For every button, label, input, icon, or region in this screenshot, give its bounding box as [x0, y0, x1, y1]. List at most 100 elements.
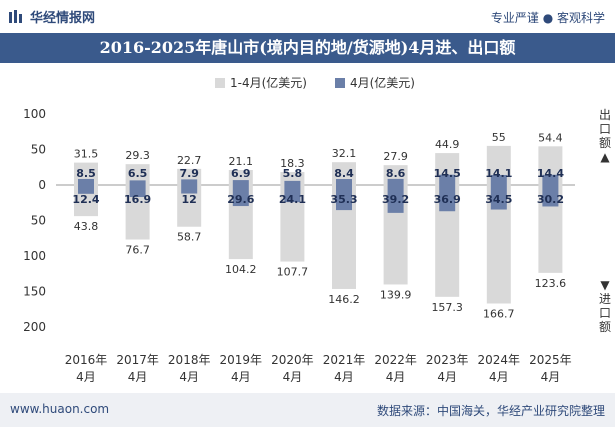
data-label-cumulative-import: 139.9 — [380, 288, 412, 301]
brand-name: 华经情报网 — [30, 11, 96, 26]
y-tick-label: 0 — [38, 178, 46, 192]
chart-legend: 1-4月(亿美元) 4月(亿美元) — [215, 74, 415, 91]
top-bar: 华经情报网 专业严谨 ● 客观科学 — [0, 0, 615, 33]
bar-monthly-import — [387, 185, 404, 213]
bar-monthly-import — [490, 185, 507, 210]
x-tick-label-year: 2020年 — [271, 353, 314, 367]
legend-item-cumulative: 1-4月(亿美元) — [215, 74, 307, 91]
chart-title: 2016-2025年唐山市(境内目的地/货源地)4月进、出口额 — [99, 38, 516, 57]
x-tick-label-month: 4月 — [231, 370, 251, 384]
y-tick-label: 50 — [31, 214, 46, 228]
data-label-monthly-export: 14.1 — [485, 167, 512, 180]
x-tick-label-year: 2024年 — [478, 353, 521, 367]
legend-swatch-cumulative — [215, 77, 225, 88]
brand[interactable]: 华经情报网 — [8, 7, 95, 26]
data-label-cumulative-export: 54.4 — [538, 131, 563, 144]
x-tick-label-month: 4月 — [128, 370, 148, 384]
export-side-label: 出口额▲ — [598, 108, 611, 164]
bar-monthly-import — [78, 185, 94, 194]
x-tick-label-year: 2019年 — [220, 353, 263, 367]
data-label-cumulative-import: 43.8 — [74, 220, 99, 233]
bar-monthly-export — [439, 174, 456, 185]
data-label-cumulative-export: 44.9 — [435, 138, 460, 151]
bar-monthly-import — [181, 185, 198, 194]
bar-monthly-import — [439, 185, 456, 212]
data-label-monthly-import: 24.1 — [279, 193, 306, 206]
data-label-monthly-export: 7.9 — [179, 167, 199, 180]
bar-monthly-import — [284, 185, 301, 203]
data-label-cumulative-import: 76.7 — [125, 244, 150, 257]
data-label-monthly-import: 34.5 — [485, 193, 512, 206]
data-source: 数据来源：中国海关，华经产业研究院整理 — [376, 404, 605, 418]
legend-item-monthly: 4月(亿美元) — [334, 74, 415, 91]
data-label-cumulative-export: 18.3 — [280, 157, 305, 170]
data-label-cumulative-import: 166.7 — [483, 308, 515, 321]
data-label-cumulative-import: 104.2 — [225, 263, 257, 276]
data-label-cumulative-export: 21.1 — [229, 155, 254, 168]
bar-monthly-export — [490, 174, 507, 185]
x-tick-label-month: 4月 — [541, 370, 561, 384]
chart-plot: 100 50 0 50 100 150 200 31.5 43.8 8.5 12.4 2016年 4月 2… — [23, 107, 575, 384]
bar-monthly-export — [387, 178, 404, 185]
y-tick-label: 100 — [23, 249, 46, 263]
x-tick-label-month: 4月 — [489, 370, 509, 384]
import-side-label: ▼进口额 — [598, 278, 611, 334]
data-label-monthly-export: 6.5 — [128, 167, 148, 180]
x-tick-label-month: 4月 — [179, 370, 199, 384]
bar-monthly-import — [232, 185, 249, 207]
data-label-monthly-import: 39.2 — [382, 193, 409, 206]
y-tick-label: 50 — [31, 142, 46, 156]
data-label-monthly-export: 14.5 — [434, 167, 461, 180]
x-tick-label-year: 2025年 — [529, 353, 572, 367]
data-label-cumulative-import: 146.2 — [328, 293, 360, 306]
data-label-monthly-import: 30.2 — [537, 193, 564, 206]
bar-cumulative-export — [125, 164, 150, 185]
x-tick-label-year: 2016年 — [65, 353, 108, 367]
x-tick-label-year: 2023年 — [426, 353, 469, 367]
data-label-cumulative-import: 58.7 — [177, 231, 202, 244]
bar-monthly-export — [336, 179, 352, 185]
data-label-cumulative-export: 29.3 — [125, 149, 150, 162]
x-tick-label-month: 4月 — [386, 370, 406, 384]
data-label-monthly-import: 16.9 — [124, 193, 151, 206]
data-label-monthly-export: 8.5 — [76, 167, 96, 180]
data-label-monthly-import: 12.4 — [72, 193, 99, 206]
data-label-cumulative-export: 27.9 — [383, 150, 408, 163]
title-bar: 2016-2025年唐山市(境内目的地/货源地)4月进、出口额 — [0, 33, 615, 63]
data-label-monthly-import: 35.3 — [330, 193, 357, 206]
bar-monthly-export — [232, 180, 249, 185]
footer: www.huaon.com 数据来源：中国海关，华经产业研究院整理 — [0, 393, 615, 427]
slogan: 专业严谨 ● 客观科学 — [490, 11, 605, 25]
data-label-cumulative-import: 107.7 — [277, 266, 309, 279]
y-tick-label: 100 — [23, 107, 46, 121]
data-label-monthly-export: 5.8 — [283, 167, 303, 180]
y-tick-label: 150 — [23, 285, 46, 299]
brand-logo-icon — [9, 9, 22, 23]
data-label-monthly-export: 8.6 — [386, 167, 406, 180]
data-label-cumulative-export: 31.5 — [74, 148, 99, 161]
data-label-monthly-export: 8.4 — [334, 167, 354, 180]
data-label-monthly-export: 6.9 — [231, 167, 251, 180]
legend-label-cumulative: 1-4月(亿美元) — [230, 76, 307, 90]
data-label-monthly-import: 36.9 — [434, 193, 461, 206]
bar-monthly-import — [336, 185, 352, 211]
x-tick-label-month: 4月 — [437, 370, 457, 384]
x-tick-label-month: 4月 — [76, 370, 96, 384]
x-tick-label-month: 4月 — [283, 370, 303, 384]
x-tick-label-year: 2021年 — [323, 353, 366, 367]
x-tick-label-year: 2022年 — [374, 353, 417, 367]
bar-monthly-import — [542, 185, 559, 207]
data-label-cumulative-export: 32.1 — [332, 147, 357, 160]
bar-monthly-export — [78, 178, 94, 185]
x-tick-label-year: 2018年 — [168, 353, 211, 367]
data-label-monthly-export: 14.4 — [537, 167, 564, 180]
website-link[interactable]: www.huaon.com — [10, 402, 110, 416]
data-label-cumulative-export: 55 — [492, 131, 506, 144]
bar-monthly-import — [129, 185, 146, 198]
legend-label-monthly: 4月(亿美元) — [349, 76, 415, 90]
data-label-cumulative-import: 157.3 — [431, 301, 463, 314]
x-tick-label-year: 2017年 — [116, 353, 159, 367]
data-label-cumulative-import: 123.6 — [535, 277, 567, 290]
bar-monthly-export — [542, 174, 559, 185]
legend-swatch-monthly — [334, 77, 345, 88]
